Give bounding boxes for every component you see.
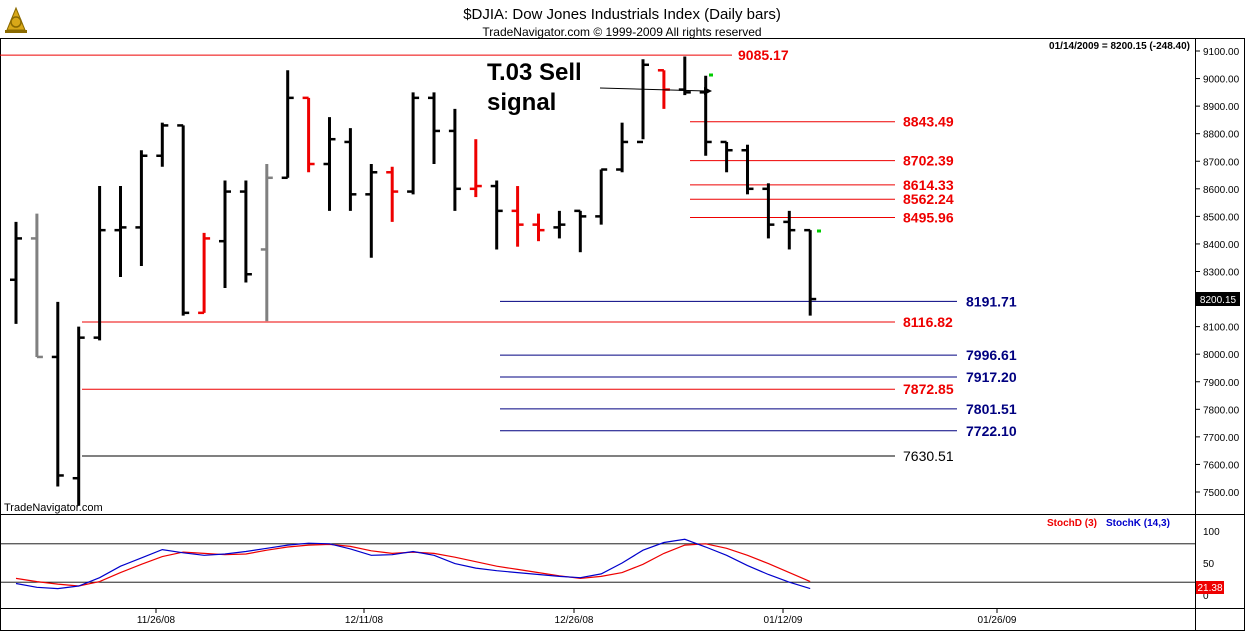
ohlc-bar	[490, 180, 503, 250]
date-axis: 11/26/08 12/11/08 12/26/08 01/12/09 01/26/09	[137, 608, 1017, 626]
level-label-8702.39: 8702.39	[903, 153, 954, 169]
level-label-7872.85: 7872.85	[903, 381, 954, 397]
ohlc-bar	[10, 221, 22, 324]
ohlc-bar	[365, 164, 378, 258]
price-tick-label: 8100.00	[1203, 323, 1240, 334]
date-tick-label: 12/11/08	[345, 615, 384, 626]
ohlc-bar	[469, 139, 482, 198]
level-label-8495.96: 8495.96	[903, 209, 954, 225]
level-label-8614.33: 8614.33	[903, 177, 954, 193]
ohlc-bar	[72, 326, 85, 506]
chart-title: $DJIA: Dow Jones Industrials Index (Dail…	[463, 6, 781, 23]
stochastic-axis: 100 50 0	[1203, 527, 1220, 602]
price-tick-label: 7900.00	[1203, 378, 1240, 389]
level-label-8843.49: 8843.49	[903, 114, 954, 130]
copyright-text: TradeNavigator.com © 1999-2009 All right…	[482, 25, 761, 39]
last-quote-readout: 01/14/2009 = 8200.15 (-248.40)	[1049, 41, 1190, 52]
level-label-9085.17: 9085.17	[738, 47, 789, 63]
ohlc-bar	[260, 164, 273, 322]
ohlc-bar	[532, 213, 545, 242]
ohlc-bar	[198, 232, 211, 315]
last-price-tag: 8200.15	[1196, 292, 1240, 306]
ohlc-bar	[428, 92, 440, 165]
ohlc-bar	[30, 213, 43, 359]
level-label-7722.10: 7722.10	[966, 423, 1017, 439]
price-tick-label: 7800.00	[1203, 405, 1240, 416]
ohlc-bar	[783, 210, 796, 250]
level-label-7801.51: 7801.51	[966, 401, 1017, 417]
level-label-8191.71: 8191.71	[966, 293, 1017, 309]
price-tick-label: 8400.00	[1203, 240, 1240, 251]
stoch-tick-label: 50	[1203, 559, 1215, 570]
ohlc-bar	[302, 96, 315, 173]
ohlc-bar	[553, 210, 566, 239]
price-tick-label: 8600.00	[1203, 185, 1240, 196]
level-label-7996.61: 7996.61	[966, 347, 1017, 363]
ohlc-bar	[156, 122, 169, 167]
stoch-tick-label: 100	[1203, 527, 1220, 538]
stoch-series-k	[15, 538, 811, 590]
ohlc-bar	[511, 186, 524, 247]
sell-signal-annotation-line2: signal	[487, 89, 556, 116]
sextant-logo-icon	[5, 6, 27, 33]
ohlc-bar	[177, 124, 190, 316]
level-label-7630.51: 7630.51	[903, 448, 954, 464]
price-tick-label: 8500.00	[1203, 212, 1240, 223]
ohlc-bar	[114, 186, 127, 278]
price-tick-label: 7500.00	[1203, 488, 1240, 499]
price-tick-label: 7700.00	[1203, 433, 1240, 444]
stoch-tick-label: 0	[1203, 591, 1209, 602]
ohlc-bars	[10, 56, 821, 506]
ohlc-bar	[386, 166, 399, 222]
ohlc-bar	[219, 180, 231, 289]
legend-stoch-d: StochD (3)	[1047, 518, 1097, 529]
level-label-8562.24: 8562.24	[903, 191, 954, 207]
ohlc-bar	[407, 92, 420, 195]
annotation-arrow	[599, 87, 712, 95]
svg-text:21.38: 21.38	[1197, 583, 1222, 594]
sell-signal-annotation-line1: T.03 Sell	[487, 59, 582, 86]
price-tick-label: 7600.00	[1203, 460, 1240, 471]
price-tick-label: 8000.00	[1203, 350, 1240, 361]
price-tick-label: 9100.00	[1203, 47, 1240, 58]
watermark: TradeNavigator.com	[4, 502, 103, 514]
date-tick-label: 11/26/08	[137, 615, 176, 626]
price-tick-label: 8800.00	[1203, 130, 1240, 141]
level-label-8116.82: 8116.82	[903, 314, 953, 330]
price-tick-label: 8300.00	[1203, 268, 1240, 279]
date-tick-label: 12/26/08	[555, 615, 594, 626]
ohlc-bar	[616, 122, 629, 173]
ohlc-bar	[448, 108, 461, 211]
legend-stoch-k: StochK (14,3)	[1106, 518, 1170, 529]
ohlc-bar	[239, 180, 252, 283]
ohlc-bar	[93, 186, 106, 341]
level-label-7917.20: 7917.20	[966, 369, 1017, 385]
svg-text:8200.15: 8200.15	[1200, 295, 1237, 306]
ohlc-bar	[51, 301, 64, 487]
ohlc-bar	[720, 140, 733, 173]
date-tick-label: 01/12/09	[764, 615, 803, 626]
stochastic-guides	[0, 543, 1195, 583]
ohlc-bar	[762, 183, 775, 239]
ohlc-bar	[637, 59, 649, 144]
ohlc-bar	[344, 128, 357, 211]
ohlc-bar	[741, 144, 754, 195]
stoch-last-tag: 21.38	[1196, 581, 1224, 594]
ohlc-bar	[281, 70, 294, 180]
ohlc-bar	[595, 168, 608, 225]
ohlc-bar	[574, 209, 587, 253]
ohlc-bar	[804, 228, 817, 316]
ohlc-bar	[135, 150, 148, 266]
date-tick-label: 01/26/09	[978, 615, 1017, 626]
ohlc-bar	[678, 56, 691, 96]
price-tick-label: 8700.00	[1203, 157, 1240, 168]
ohlc-bar	[323, 117, 336, 211]
stochastic-lines	[15, 538, 811, 590]
price-tick-label: 9000.00	[1203, 75, 1240, 86]
price-tick-label: 8900.00	[1203, 102, 1240, 113]
